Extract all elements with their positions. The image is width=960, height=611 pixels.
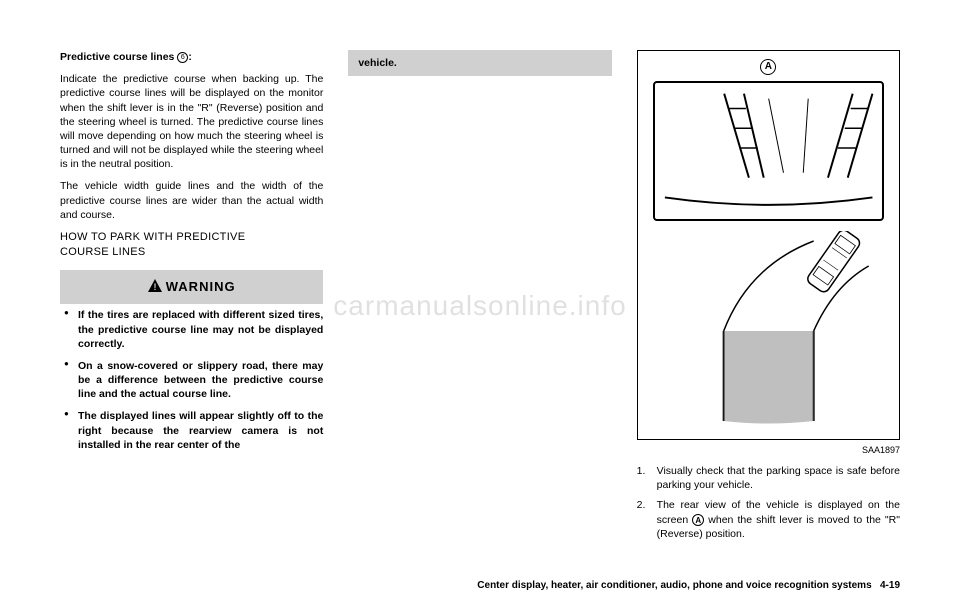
heading-line-2: COURSE LINES <box>60 245 323 260</box>
step-2-circle-a: A <box>692 514 704 526</box>
title-circle-6: 6 <box>177 52 188 63</box>
step-2-num: 2. <box>637 498 646 512</box>
warning-box: ! WARNING <box>60 270 323 305</box>
step-2: 2. The rear view of the vehicle is displ… <box>637 498 900 541</box>
warning-icon: ! <box>148 279 162 296</box>
column-3: A <box>637 50 900 550</box>
circled-a-label: A <box>760 59 776 75</box>
heading-line-1: HOW TO PARK WITH PREDICTIVE <box>60 230 323 245</box>
svg-text:!: ! <box>153 282 156 292</box>
predictive-title: Predictive course lines 6: <box>60 50 323 64</box>
bullet-2: On a snow-covered or slippery road, ther… <box>60 359 323 402</box>
column-1: Predictive course lines 6: Indicate the … <box>60 50 323 550</box>
warning-bullets: If the tires are replaced with different… <box>60 308 323 452</box>
step-1: 1. Visually check that the parking space… <box>637 464 900 492</box>
bullet-3: The displayed lines will appear slightly… <box>60 409 323 452</box>
diagram-code: SAA1897 <box>637 444 900 456</box>
para-2: The vehicle width guide lines and the wi… <box>60 179 323 222</box>
warning-text: WARNING <box>166 279 236 294</box>
steps-list: 1. Visually check that the parking space… <box>637 464 900 541</box>
vehicle-continued-box: vehicle. <box>348 50 611 76</box>
parking-diagram: A <box>637 50 900 440</box>
column-2: vehicle. <box>348 50 611 550</box>
title-suffix: : <box>188 51 192 63</box>
para-1: Indicate the predictive course when back… <box>60 72 323 171</box>
car-path-svg <box>638 231 899 431</box>
title-prefix: Predictive course lines <box>60 51 177 63</box>
footer-section: Center display, heater, air conditioner,… <box>477 580 871 591</box>
how-to-park-heading: HOW TO PARK WITH PREDICTIVE COURSE LINES <box>60 230 323 260</box>
page-footer: Center display, heater, air conditioner,… <box>477 580 900 591</box>
step-1-text: Visually check that the parking space is… <box>657 465 900 491</box>
step-1-num: 1. <box>637 464 646 478</box>
screen-view-rect <box>653 81 884 221</box>
screen-svg <box>655 83 882 219</box>
bullet-1: If the tires are replaced with different… <box>60 308 323 351</box>
footer-page: 4-19 <box>880 580 900 591</box>
